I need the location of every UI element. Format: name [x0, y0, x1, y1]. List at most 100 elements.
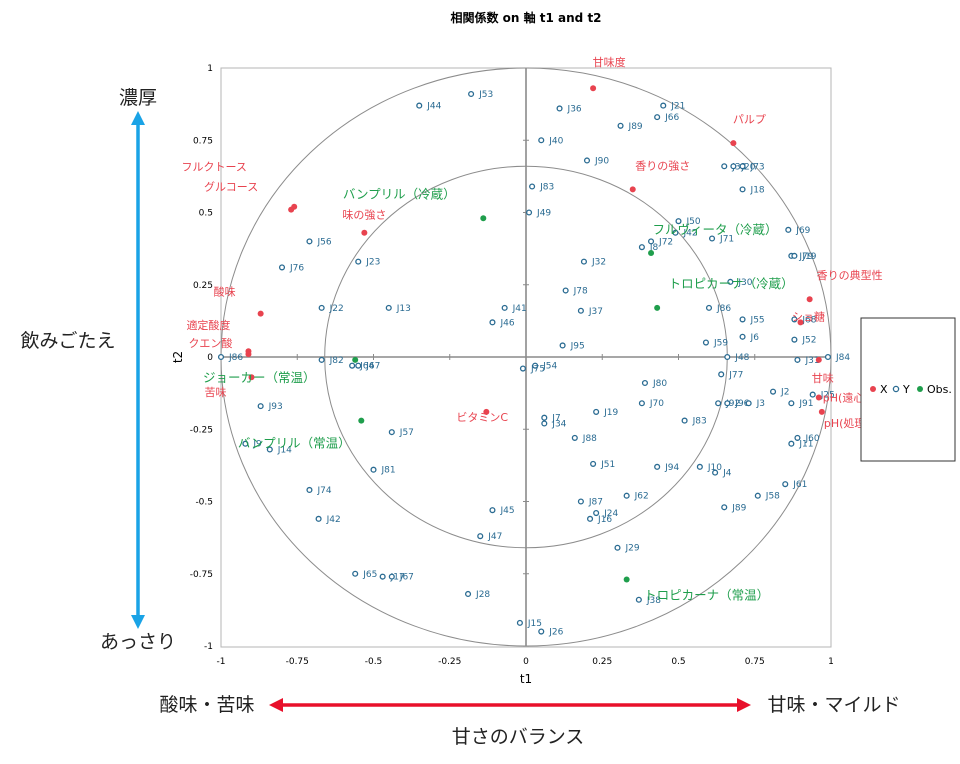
y-point-marker: [696, 463, 703, 470]
y-point-marker: [385, 304, 392, 311]
y-tick-label: 0.5: [199, 209, 213, 219]
y-point-marker: [370, 466, 377, 473]
y-tick-label: 1: [207, 64, 213, 74]
y-point-marker: [580, 258, 587, 265]
annotation-sweet-balance: 甘さのバランス: [452, 726, 585, 748]
y-point-label: J2: [780, 388, 789, 398]
y-point-label: J33: [731, 162, 746, 172]
y-axis-label: t2: [171, 351, 185, 363]
y-point-marker: [217, 353, 225, 361]
x-point-label: フルクトース: [181, 161, 246, 174]
y-point-marker: [791, 336, 798, 343]
y-point-label: J16: [597, 515, 612, 525]
y-point-marker: [654, 463, 661, 470]
y-point-label: J40: [548, 136, 563, 146]
y-point-label: J54: [542, 362, 557, 372]
annotation-sweet-mild: 甘味・マイルド: [767, 694, 900, 716]
y-point-label: J47: [487, 532, 502, 542]
y-point-marker: [477, 533, 484, 540]
y-point-marker: [559, 342, 566, 349]
y-point-label: J93: [268, 402, 283, 412]
y-point-label: J84: [835, 353, 850, 363]
obs-point-label: ジョーカー（常温）: [203, 370, 316, 385]
y-point-label: J56: [316, 237, 331, 247]
y-point-marker: [388, 429, 395, 436]
y-point-label: J8: [649, 243, 659, 253]
y-point-label: J52: [801, 336, 816, 346]
y-point-label: J42: [326, 515, 341, 525]
y-point-label: J82: [329, 356, 344, 366]
y-point-label: J73: [750, 162, 765, 172]
y-point-marker: [571, 434, 578, 441]
obs-point-marker: [358, 417, 365, 424]
legend-label-x: X: [880, 383, 888, 396]
y-point-label: J51: [600, 460, 615, 470]
annotation-rich: 濃厚: [119, 87, 157, 109]
y-point-marker: [647, 238, 655, 245]
y-point-label: J87: [588, 498, 603, 508]
x-point-label: ビタミンC: [456, 411, 508, 424]
y-point-marker: [586, 515, 594, 522]
y-point-label: J11: [798, 440, 813, 450]
x-point-label: グルコース: [204, 180, 258, 194]
x-point-label: クエン酸: [188, 336, 232, 350]
y-point-marker: [672, 229, 679, 236]
x-tick-label: 0.5: [671, 657, 685, 667]
y-point-marker: [257, 403, 264, 410]
y-point-marker: [675, 218, 682, 225]
y-point-label: J25: [820, 391, 835, 401]
legend: X Y Obs.: [860, 317, 956, 462]
y-point-marker: [654, 114, 661, 121]
x-point-label: 適定酸度: [186, 318, 230, 332]
y-point-marker: [745, 400, 752, 407]
y-point-label: J4: [722, 469, 732, 479]
y-point-marker: [501, 304, 508, 311]
obs-point-marker: [352, 356, 359, 363]
y-point-label: J28: [475, 590, 490, 600]
obs-point-label: トロピカーナ（冷蔵）: [669, 276, 794, 291]
x-point-marker: [815, 356, 822, 363]
y-point-marker: [791, 316, 798, 323]
x-point-label: 味の強さ: [342, 209, 386, 222]
x-tick-label: -0.5: [365, 657, 383, 667]
legend-marker-y: [892, 385, 900, 393]
y-point-marker: [638, 244, 645, 251]
y-point-marker: [318, 356, 325, 363]
y-point-label: J53: [478, 90, 493, 100]
x-tick-label: 0: [523, 657, 529, 667]
obs-point-label: バンプリル（常温）: [238, 436, 351, 451]
y-point-marker: [708, 235, 716, 242]
y-point-label: J79: [798, 252, 813, 262]
y-point-marker: [468, 90, 475, 98]
obs-point-marker: [480, 215, 487, 222]
y-point-marker: [278, 264, 286, 271]
y-point-label: J21: [670, 102, 685, 112]
y-point-label: J92: [725, 399, 740, 409]
y-point-label: J75: [530, 365, 545, 375]
y-point-label: J66: [664, 113, 679, 123]
y-point-label: J55: [750, 315, 765, 325]
y-point-label: J86: [716, 304, 731, 314]
y-point-marker: [538, 137, 545, 144]
y-point-label: J90: [594, 156, 609, 166]
y-point-marker: [583, 157, 591, 164]
x-point-marker: [806, 296, 813, 303]
x-point-marker: [288, 206, 295, 213]
y-point-label: J24: [603, 509, 618, 519]
y-point-marker: [712, 469, 719, 476]
x-tick-label: -0.25: [438, 657, 461, 667]
y-point-marker: [718, 371, 725, 378]
y-point-marker: [519, 365, 526, 372]
y-point-label: J9: [252, 440, 262, 450]
y-point-marker: [525, 209, 533, 216]
chart-title: 相関係数 on 軸 t1 and t2: [450, 10, 601, 25]
x-point-label: 香りの典型性: [817, 268, 883, 282]
y-point-label: J22: [329, 304, 344, 314]
y-point-label: J50: [686, 217, 701, 227]
y-point-label: J7: [551, 414, 560, 424]
annotation-sour-bitter: 酸味・苦味: [159, 694, 254, 716]
y-point-marker: [416, 102, 423, 109]
x-point-marker: [483, 408, 490, 415]
